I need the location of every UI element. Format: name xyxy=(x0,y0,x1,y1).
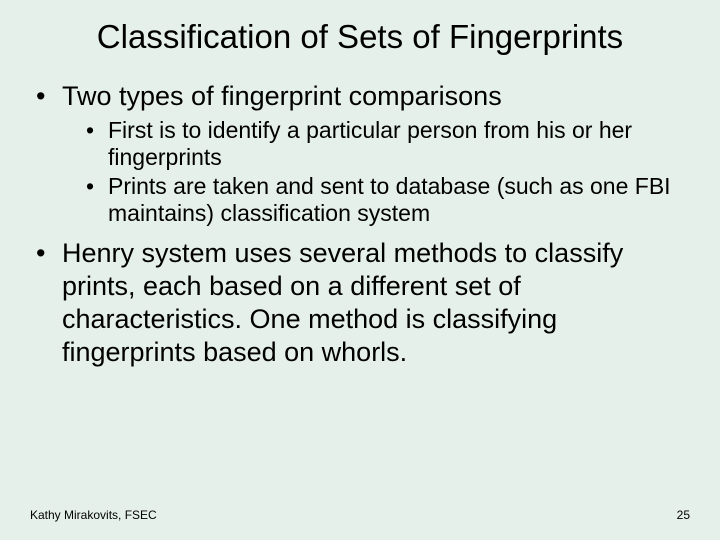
slide-title: Classification of Sets of Fingerprints xyxy=(30,18,690,56)
bullet-text: First is to identify a particular person… xyxy=(108,117,632,170)
bullet-text: Two types of fingerprint comparisons xyxy=(62,81,502,111)
list-item: Henry system uses several methods to cla… xyxy=(36,237,690,369)
bullet-list: Two types of fingerprint comparisons Fir… xyxy=(30,80,690,369)
bullet-text: Prints are taken and sent to database (s… xyxy=(108,173,671,226)
list-item: First is to identify a particular person… xyxy=(86,117,690,171)
bullet-text: Henry system uses several methods to cla… xyxy=(62,238,623,367)
list-item: Two types of fingerprint comparisons Fir… xyxy=(36,80,690,227)
sub-bullet-list: First is to identify a particular person… xyxy=(62,117,690,228)
footer-author: Kathy Mirakovits, FSEC xyxy=(30,508,157,522)
page-number: 25 xyxy=(677,508,690,522)
list-item: Prints are taken and sent to database (s… xyxy=(86,173,690,227)
